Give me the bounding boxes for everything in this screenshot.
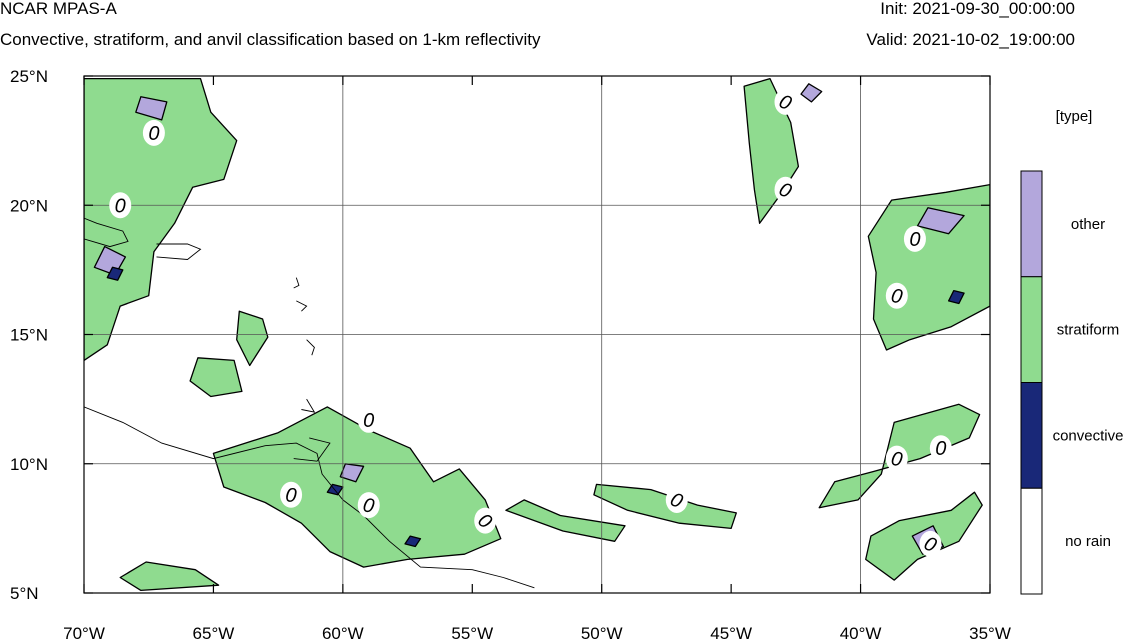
contour-label: 0: [115, 195, 126, 217]
lat-tick-label: 20°N: [10, 196, 48, 215]
precip-region-other: [339, 463, 365, 483]
lon-tick-label: 60°W: [322, 624, 364, 641]
lon-tick-label: 40°W: [840, 624, 882, 641]
contour-label: 0: [148, 123, 159, 145]
coastline: [84, 217, 129, 248]
contour-label: 0: [363, 410, 374, 432]
colorbar-frame: [1020, 170, 1043, 595]
colorbar-swatch-no-rain: [1020, 487, 1043, 595]
lon-tick-label: 35°W: [969, 624, 1011, 641]
precip-region-stratiform: [84, 77, 238, 362]
valid-time: Valid: 2021-10-02_19:00:00: [866, 30, 1075, 49]
contour-label-bg: [774, 88, 797, 115]
colorbar-swatch-stratiform: [1020, 276, 1043, 383]
colorbar-label: no rain: [1065, 533, 1111, 550]
lon-tick-label: 45°W: [710, 624, 752, 641]
contour-label-bg: [357, 492, 380, 519]
precip-region-other: [135, 96, 168, 121]
colorbar-title: [type]: [1056, 108, 1093, 125]
contour-label-bg: [919, 530, 942, 557]
colorbar-label: stratiform: [1057, 322, 1120, 339]
lat-tick-label: 10°N: [10, 455, 48, 474]
contour-label-bg: [665, 486, 688, 513]
contour-label-bg: [357, 406, 380, 433]
lat-tick-label: 25°N: [10, 67, 48, 86]
coastline: [156, 243, 202, 260]
lat-tick-label: 15°N: [10, 326, 48, 345]
precip-region-stratiform: [119, 561, 220, 592]
init-time: Init: 2021-09-30_00:00:00: [880, 0, 1075, 18]
contour-label-bg: [109, 192, 132, 219]
colorbar-swatch-other: [1020, 170, 1043, 278]
precip-region-stratiform: [593, 483, 737, 530]
lat-tick-label: 5°N: [10, 584, 39, 603]
lon-tick-label: 55°W: [451, 624, 493, 641]
contour-label: 0: [935, 438, 946, 460]
colorbar-swatch-convective: [1020, 382, 1043, 489]
contour-label-bg: [142, 119, 165, 146]
precip-region-convective: [404, 535, 422, 548]
precip-region-stratiform: [212, 406, 502, 568]
contour-label-bg: [280, 481, 303, 508]
colorbar-label: convective: [1053, 427, 1124, 444]
coastline: [293, 437, 331, 462]
contour-label: 0: [889, 448, 904, 472]
precip-region-convective: [947, 289, 965, 305]
contour-label: 0: [889, 285, 904, 309]
coastline: [84, 406, 535, 589]
lon-tick-label: 70°W: [63, 624, 105, 641]
precip-region-stratiform: [189, 357, 243, 398]
precip-region-other: [800, 83, 823, 103]
lon-tick-label: 65°W: [193, 624, 235, 641]
precip-region-other: [916, 207, 965, 235]
coastline: [306, 339, 315, 356]
coastline-layer: [84, 217, 535, 589]
contour-label-bg: [885, 282, 908, 309]
contour-label: 0: [284, 484, 297, 507]
lon-tick-label: 50°W: [581, 624, 623, 641]
axis-tick-layer: 70°W 65°W 60°W 55°W 50°W 45°W 40°W 35°W 25°N 20°N…: [10, 67, 1011, 641]
coastline: [296, 300, 308, 312]
precip-region-convective: [106, 266, 124, 281]
contour-label-bg: [474, 507, 497, 534]
precip-region-stratiform: [867, 183, 990, 351]
coastline: [301, 398, 316, 413]
contour-label-bg: [929, 435, 952, 462]
precip-region-stratiform: [236, 310, 269, 367]
precip-region-stratiform: [505, 499, 626, 542]
colorbar-label: other: [1071, 216, 1105, 233]
figure-title: NCAR MPAS-A: [0, 0, 117, 18]
contour-label: 0: [361, 494, 376, 518]
figure-subtitle: Convective, stratiform, and anvil classi…: [0, 30, 541, 49]
contour-label-bg: [885, 445, 908, 472]
contour-label: 0: [909, 229, 920, 251]
gridline-layer: [84, 76, 990, 593]
contour-label-bg: [774, 176, 797, 203]
coastline: [293, 277, 300, 289]
colorbar: [type] other stratiform convective no rain: [1020, 108, 1124, 595]
contour-label-bg: [903, 225, 926, 252]
